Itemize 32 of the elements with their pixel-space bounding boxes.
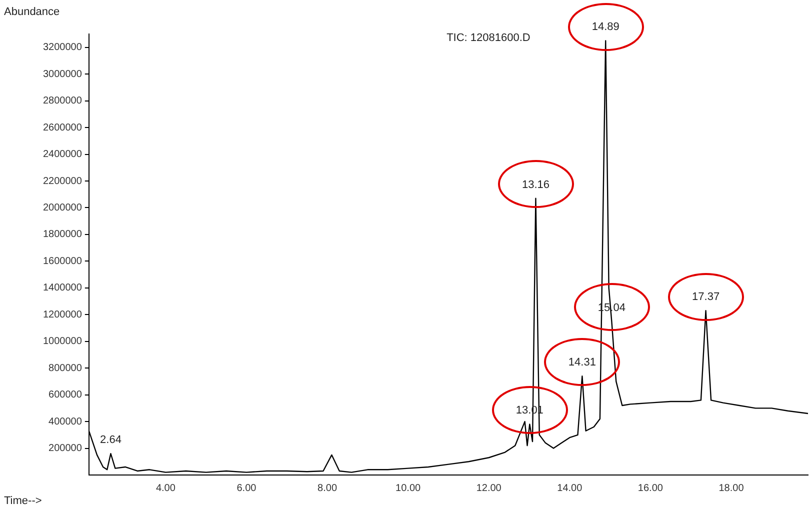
annotation: 13.16 xyxy=(522,178,550,191)
x-tick-label: 4.00 xyxy=(156,482,176,494)
y-tick-label: 3200000 xyxy=(42,42,82,54)
annotation: 14.89 xyxy=(592,21,620,34)
y-tick-label: 1000000 xyxy=(42,336,82,348)
y-tick-label: 1400000 xyxy=(42,282,82,294)
annotation: 2.64 xyxy=(100,434,122,446)
x-tick-label: 16.00 xyxy=(638,482,664,494)
y-tick-label: 2200000 xyxy=(42,176,82,187)
x-tick-label: 8.00 xyxy=(318,482,338,494)
y-tick-label: 2800000 xyxy=(42,96,82,107)
x-tick-label: 12.00 xyxy=(476,482,502,494)
y-tick-label: 2400000 xyxy=(42,149,82,160)
y-tick-label: 400000 xyxy=(48,416,82,428)
y-tick-label: 2000000 xyxy=(42,202,82,214)
y-axis-title: Abundance xyxy=(4,6,60,18)
y-tick-label: 800000 xyxy=(48,362,82,374)
y-tick-label: 3000000 xyxy=(42,68,82,80)
x-tick-label: 6.00 xyxy=(236,482,257,494)
x-tick-label: 14.00 xyxy=(557,482,583,494)
y-tick-label: 600000 xyxy=(48,390,82,401)
y-tick-label: 1600000 xyxy=(42,256,82,267)
y-tick-label: 2600000 xyxy=(42,122,82,134)
annotation: 14.31 xyxy=(568,356,596,369)
annotation: 17.37 xyxy=(692,291,720,304)
y-tick-label: 1200000 xyxy=(42,309,82,320)
x-tick-label: 18.00 xyxy=(718,482,744,494)
x-axis-title: Time--> xyxy=(4,495,42,508)
y-tick-label: 200000 xyxy=(48,443,82,454)
chart-title: TIC: 12081600.D xyxy=(446,32,530,44)
y-tick-label: 1800000 xyxy=(42,229,82,240)
x-tick-label: 10.00 xyxy=(396,482,422,494)
